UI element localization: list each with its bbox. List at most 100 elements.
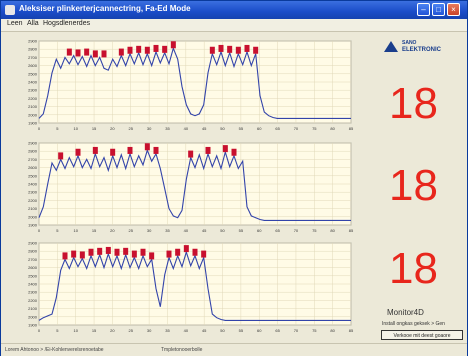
x-tick-label: 45	[202, 328, 207, 333]
y-tick-label: 2900	[28, 241, 38, 246]
peak-marker	[140, 248, 146, 256]
readout-1: 18	[389, 79, 438, 128]
y-tick-label: 1900	[28, 323, 38, 328]
peak-marker	[105, 246, 111, 254]
peak-marker	[166, 250, 172, 258]
x-tick-label: 5	[56, 328, 59, 333]
peak-marker	[66, 48, 72, 56]
x-tick-label: 50	[220, 228, 225, 233]
status-right: Tmpletonooerbolle	[161, 347, 203, 353]
peak-marker	[131, 250, 137, 258]
x-tick-label: 0	[38, 126, 41, 131]
x-tick-label: 15	[92, 328, 97, 333]
y-tick-label: 2300	[28, 290, 38, 295]
series-line	[38, 46, 351, 119]
y-tick-label: 2700	[28, 257, 38, 262]
readout-2: 18	[389, 161, 438, 210]
y-tick-label: 2500	[28, 273, 38, 278]
peak-marker	[71, 250, 77, 258]
x-tick-label: 0	[38, 328, 41, 333]
window-title: Aleksiser plinkerterjcannectring, Fa-Ed …	[19, 4, 191, 13]
action-button[interactable]: Verkooe mit deest goaore	[381, 330, 463, 340]
peak-marker	[97, 247, 103, 255]
peak-marker	[244, 44, 250, 52]
peak-marker	[123, 247, 129, 255]
title-bar[interactable]: Aleksiser plinkerterjcannectring, Fa-Ed …	[1, 1, 467, 19]
x-tick-label: 20	[110, 228, 115, 233]
x-tick-label: 45	[202, 228, 207, 233]
series-line	[38, 148, 351, 221]
monitor-note: Install ongkas geksek > Gen	[382, 321, 445, 327]
x-tick-label: 10	[73, 328, 78, 333]
y-tick-label: 2400	[28, 282, 38, 287]
y-tick-label: 2200	[28, 96, 38, 101]
x-tick-label: 25	[129, 126, 134, 131]
y-tick-label: 2100	[28, 206, 38, 211]
peak-marker	[192, 248, 198, 256]
minimize-button[interactable]: –	[417, 3, 430, 16]
maximize-button[interactable]: □	[432, 3, 445, 16]
x-tick-label: 15	[92, 228, 97, 233]
app-icon	[5, 5, 15, 15]
x-tick-label: 80	[330, 228, 335, 233]
logo-triangle-icon	[384, 41, 398, 52]
x-tick-label: 40	[184, 328, 189, 333]
y-tick-label: 2800	[28, 47, 38, 52]
x-tick-label: 40	[184, 126, 189, 131]
x-tick-label: 25	[129, 328, 134, 333]
menu-item-settings[interactable]: Hogsdlenerdes	[43, 20, 91, 27]
y-tick-label: 2000	[28, 214, 38, 219]
x-tick-label: 15	[92, 126, 97, 131]
x-tick-label: 30	[147, 126, 152, 131]
y-tick-label: 2400	[28, 80, 38, 85]
y-tick-label: 2300	[28, 190, 38, 195]
peak-marker	[218, 44, 224, 52]
chart-panel-3: 1900 2000 2100 2200 2300 2400 2500 2600 2700 2800…	[17, 239, 357, 339]
peak-marker	[92, 146, 98, 154]
x-tick-label: 80	[330, 328, 335, 333]
x-tick-label: 5	[56, 228, 59, 233]
y-tick-label: 2800	[28, 249, 38, 254]
peak-marker	[114, 248, 120, 256]
readout-3: 18	[389, 244, 438, 293]
y-tick-label: 2100	[28, 104, 38, 109]
peak-marker	[84, 48, 90, 56]
close-button[interactable]: ×	[447, 3, 460, 16]
y-tick-label: 2600	[28, 265, 38, 270]
peak-marker	[127, 146, 133, 154]
y-tick-label: 2400	[28, 182, 38, 187]
status-left: Lorem Ahtonoo > /Ei-Kohlenverelsrenoetab…	[5, 347, 104, 353]
peak-marker	[175, 248, 181, 256]
x-tick-label: 70	[294, 126, 299, 131]
peak-marker	[222, 145, 228, 153]
chart-panel-2: 1900 2000 2100 2200 2300 2400 2500 2600 2700 2800…	[17, 139, 357, 239]
y-tick-label: 2600	[28, 165, 38, 170]
x-tick-label: 10	[73, 228, 78, 233]
peak-marker	[79, 251, 85, 259]
x-tick-label: 85	[349, 126, 354, 131]
peak-marker	[149, 252, 155, 260]
y-tick-label: 2900	[28, 141, 38, 146]
y-tick-label: 2000	[28, 112, 38, 117]
x-tick-label: 60	[257, 228, 262, 233]
menu-item-edit[interactable]: Alla	[27, 20, 39, 27]
peak-marker	[235, 46, 241, 54]
peak-marker	[88, 248, 94, 256]
menu-item-file[interactable]: Leen	[7, 20, 23, 27]
peak-marker	[153, 44, 159, 52]
x-tick-label: 60	[257, 328, 262, 333]
peak-marker	[162, 45, 168, 53]
chart-1: 1900 2000 2100 2200 2300 2400 2500 2600 2700 2800…	[28, 39, 354, 132]
y-tick-label: 1900	[28, 223, 38, 228]
y-tick-label: 2000	[28, 314, 38, 319]
x-tick-label: 5	[56, 126, 59, 131]
peak-marker	[188, 150, 194, 158]
company-logo: SANO ELEKTRONIC	[384, 39, 464, 59]
x-tick-label: 35	[165, 126, 170, 131]
peak-marker	[118, 48, 124, 56]
menu-bar: Leen Alla Hogsdlenerdes	[1, 19, 467, 32]
logo-line-2: ELEKTRONIC	[402, 47, 441, 53]
y-tick-label: 2600	[28, 63, 38, 68]
x-tick-label: 70	[294, 328, 299, 333]
chart-panel-1: 1900 2000 2100 2200 2300 2400 2500 2600 2700 2800…	[17, 37, 357, 137]
